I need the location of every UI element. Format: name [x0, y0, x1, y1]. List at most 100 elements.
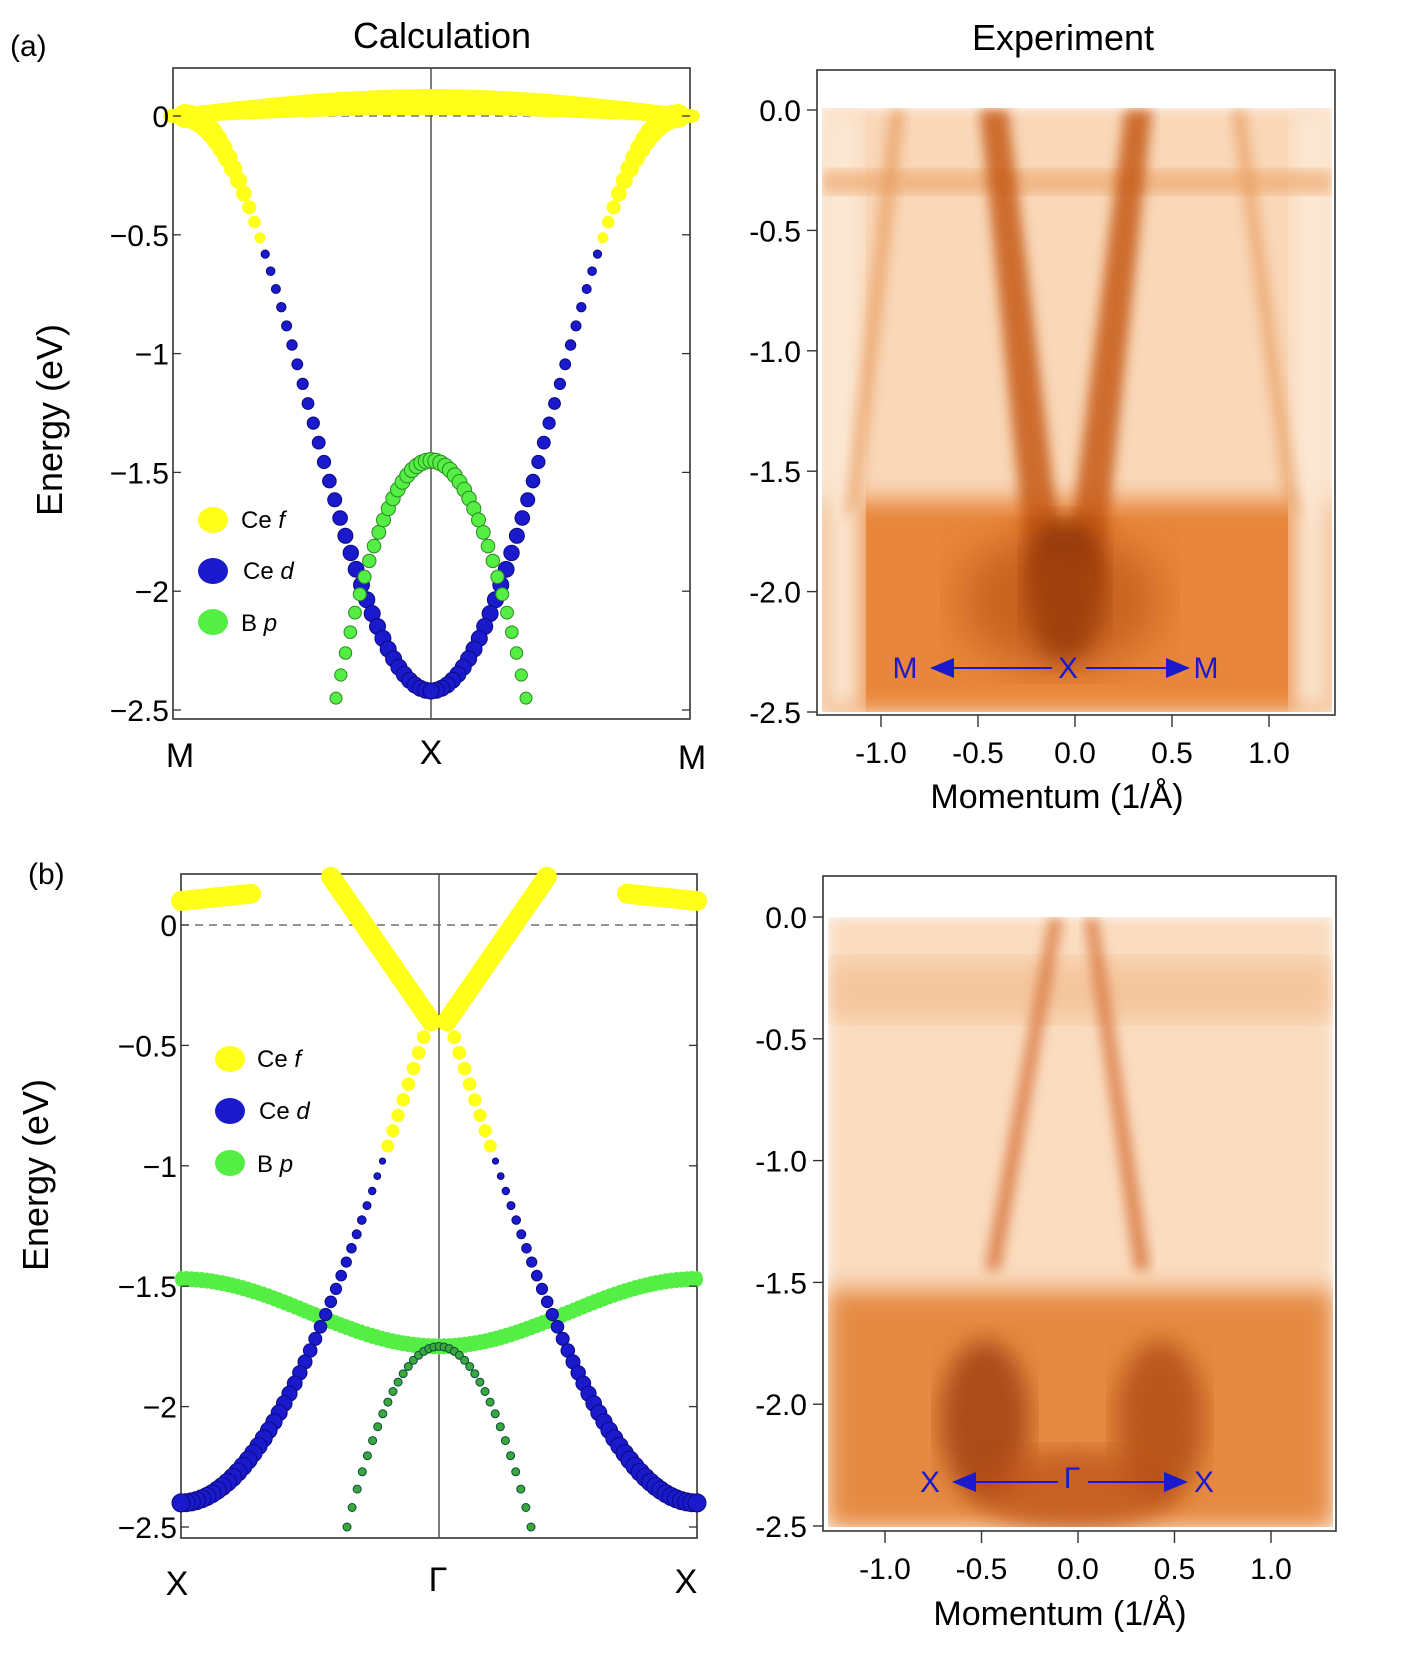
- ytick-label: 0: [160, 910, 177, 943]
- band-point: [576, 302, 587, 313]
- band-point: [531, 1269, 543, 1282]
- ytick-label: −0.5: [110, 220, 169, 253]
- band-point: [291, 358, 304, 371]
- legend-label-ce-d: Ce d: [259, 1098, 310, 1125]
- calc-b-xlabel-mid: Γ: [429, 1561, 448, 1599]
- band-point: [373, 1422, 383, 1432]
- band-point: [581, 284, 592, 294]
- band-point: [296, 377, 309, 390]
- exp-xtick-label: -1.0: [859, 1553, 911, 1586]
- exp-ytick-label: 0.0: [759, 95, 801, 128]
- legend-swatch-ce-f: [215, 1046, 245, 1072]
- band-point: [485, 553, 500, 569]
- band-point: [597, 232, 609, 244]
- ytick-label: −1.5: [118, 1271, 177, 1304]
- band-point: [611, 185, 627, 202]
- band-point: [362, 1201, 372, 1211]
- exp-xtick-label: 0.0: [1054, 737, 1096, 770]
- exp-column-title: Experiment: [972, 17, 1154, 58]
- band-point: [564, 339, 577, 351]
- band-point: [491, 1157, 500, 1165]
- band-point: [537, 866, 557, 887]
- exp-ytick-label: -0.5: [749, 215, 801, 248]
- band-point: [241, 883, 261, 904]
- band-point: [321, 866, 341, 887]
- calc-a-xlabel-right: M: [678, 739, 706, 777]
- exp-ytick-label: -0.5: [755, 1024, 807, 1057]
- band-point: [357, 1467, 367, 1477]
- panel-label-b: (b): [28, 858, 65, 891]
- band-point: [457, 1061, 472, 1076]
- band-point: [265, 266, 276, 277]
- band-point: [521, 1503, 531, 1512]
- exp-b-path-right: X: [1194, 1466, 1214, 1499]
- legend-swatch-b-p: [198, 609, 228, 635]
- band-point: [352, 1484, 362, 1494]
- band-point: [230, 172, 247, 189]
- band-point: [490, 569, 505, 585]
- band-point: [509, 646, 524, 660]
- exp-ytick-label: -2.0: [755, 1389, 807, 1422]
- band-point: [401, 1077, 416, 1091]
- band-point: [378, 1409, 388, 1419]
- band-point: [313, 1320, 328, 1334]
- band-point: [351, 1229, 362, 1240]
- exp-b-path-left: X: [920, 1466, 940, 1499]
- band-point: [511, 1215, 522, 1225]
- band-point: [500, 1436, 510, 1446]
- band-point: [327, 492, 343, 508]
- band-point: [480, 538, 496, 554]
- band-point: [260, 249, 270, 259]
- legend-label-ce-f: Ce f: [257, 1046, 303, 1073]
- band-point: [357, 569, 372, 585]
- band-point: [311, 435, 326, 450]
- band-point: [171, 1493, 191, 1513]
- band-point: [506, 1201, 516, 1211]
- exp-ytick-label: -1.0: [755, 1146, 807, 1179]
- band-point: [306, 416, 320, 430]
- band-point: [362, 1451, 372, 1461]
- exp-ytick-label: -1.0: [749, 336, 801, 369]
- ytick-label: 0: [152, 101, 169, 134]
- band-point: [343, 625, 358, 640]
- band-point: [691, 1271, 703, 1287]
- band-point: [526, 1522, 536, 1532]
- exp-a-spectrum: [822, 108, 1332, 712]
- band-point: [505, 625, 519, 640]
- band-point: [391, 1108, 405, 1122]
- exp-b-path-mid: Γ: [1064, 1462, 1081, 1495]
- exp-xtick-label: 0.0: [1057, 1553, 1099, 1586]
- exp-b-xlabel: Momentum (1/Å): [933, 1595, 1186, 1633]
- band-point: [516, 1484, 526, 1494]
- band-point: [540, 1295, 554, 1309]
- exp-xtick-label: 0.5: [1154, 1553, 1196, 1586]
- band-point: [396, 1093, 410, 1107]
- exp-xtick-label: -1.0: [855, 737, 907, 770]
- ytick-label: −1: [143, 1151, 177, 1184]
- band-point: [516, 1229, 527, 1240]
- band-point: [301, 397, 315, 410]
- band-point: [368, 1436, 378, 1446]
- calc-b-ylabel: Energy (eV): [15, 1079, 56, 1271]
- exp-ytick-label: -2.0: [749, 577, 801, 610]
- band-point: [286, 339, 298, 351]
- band-point: [346, 1243, 357, 1254]
- band-point: [452, 1045, 467, 1060]
- band-point: [550, 1320, 565, 1334]
- band-point: [235, 185, 252, 202]
- band-point: [388, 1387, 398, 1396]
- band-point: [525, 473, 541, 489]
- exp-xtick-label: -0.5: [956, 1553, 1008, 1586]
- band-point: [465, 1362, 475, 1371]
- calc-b-xlabel-right: X: [675, 1563, 698, 1601]
- exp-a-frame: [816, 69, 1336, 716]
- band-point: [281, 320, 293, 332]
- band-point: [338, 646, 353, 660]
- calc-a-xlabel-left: M: [166, 737, 194, 775]
- band-point: [398, 1369, 408, 1379]
- legend-label-ce-d: Ce d: [243, 558, 294, 585]
- band-point: [242, 200, 257, 215]
- band-point: [329, 1282, 343, 1296]
- band-point: [519, 691, 533, 705]
